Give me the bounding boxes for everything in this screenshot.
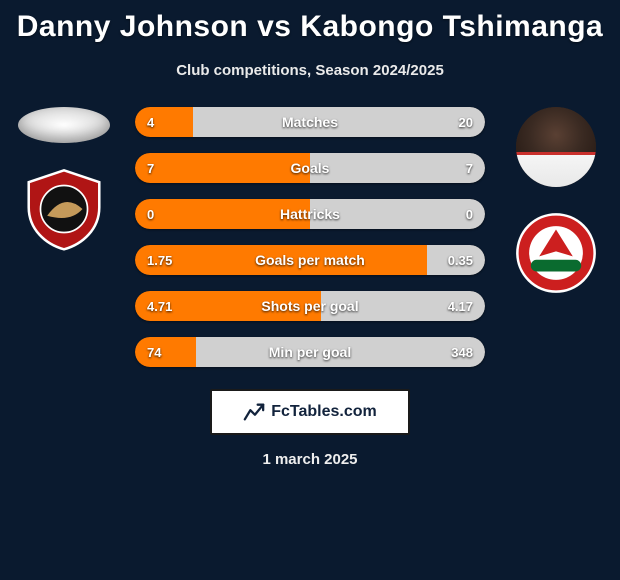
stat-bar: 4.71 Shots per goal 4.17 bbox=[135, 291, 485, 321]
stat-label: Goals per match bbox=[135, 245, 485, 275]
stat-value-right: 20 bbox=[459, 107, 473, 137]
left-club-crest bbox=[22, 167, 106, 251]
stat-label: Hattricks bbox=[135, 199, 485, 229]
stat-value-right: 0.35 bbox=[448, 245, 473, 275]
subtitle: Club competitions, Season 2024/2025 bbox=[0, 62, 620, 79]
date-text: 1 march 2025 bbox=[0, 451, 620, 468]
stat-bars: 4 Matches 20 7 Goals 7 0 Hattricks 0 1.7… bbox=[135, 107, 485, 367]
stat-value-right: 7 bbox=[466, 153, 473, 183]
right-player-photo bbox=[516, 107, 596, 187]
brand-box: FcTables.com bbox=[210, 389, 410, 435]
stat-bar: 0 Hattricks 0 bbox=[135, 199, 485, 229]
stat-bar: 7 Goals 7 bbox=[135, 153, 485, 183]
stat-bar: 74 Min per goal 348 bbox=[135, 337, 485, 367]
stat-bar: 4 Matches 20 bbox=[135, 107, 485, 137]
stat-label: Shots per goal bbox=[135, 291, 485, 321]
stat-bar: 1.75 Goals per match 0.35 bbox=[135, 245, 485, 275]
page-title: Danny Johnson vs Kabongo Tshimanga bbox=[0, 0, 620, 44]
right-player-column bbox=[506, 107, 606, 295]
brand-text: FcTables.com bbox=[271, 403, 377, 421]
comparison-stage: 4 Matches 20 7 Goals 7 0 Hattricks 0 1.7… bbox=[0, 107, 620, 367]
left-player-photo bbox=[18, 107, 110, 143]
stat-value-right: 0 bbox=[466, 199, 473, 229]
stat-value-right: 4.17 bbox=[448, 291, 473, 321]
stat-label: Matches bbox=[135, 107, 485, 137]
stat-label: Min per goal bbox=[135, 337, 485, 367]
stat-label: Goals bbox=[135, 153, 485, 183]
right-club-crest bbox=[514, 211, 598, 295]
stat-value-right: 348 bbox=[451, 337, 473, 367]
left-player-column bbox=[14, 107, 114, 251]
brand-logo-icon bbox=[243, 401, 265, 423]
